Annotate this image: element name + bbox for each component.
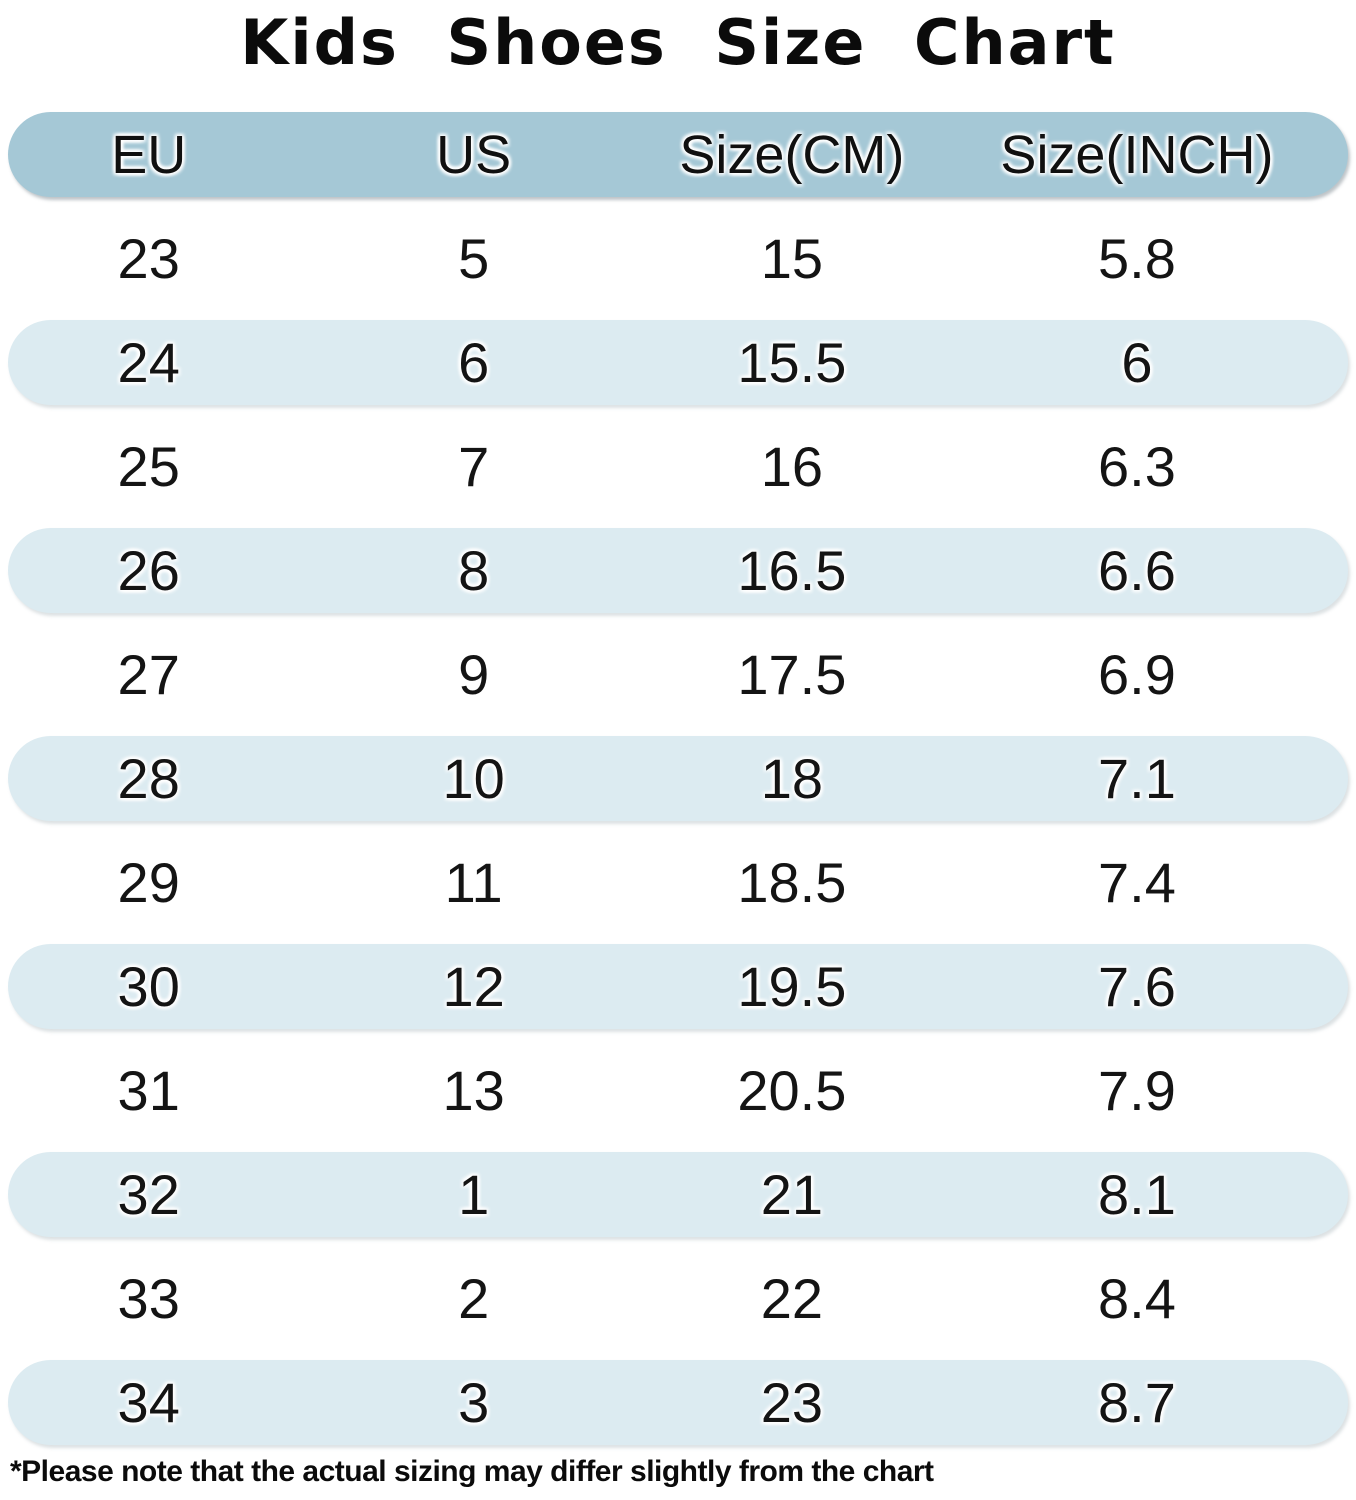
table-cell-cm: 20.5 — [737, 1059, 847, 1122]
table-row: 23 5 15 5.8 — [8, 216, 1348, 301]
table-cell-eu: 25 — [117, 435, 180, 498]
column-header-cm: Size(CM) — [679, 124, 905, 185]
table-cell-us: 10 — [442, 747, 505, 810]
column-header-inch: Size(INCH) — [1000, 124, 1274, 185]
table-cell-cm: 19.5 — [737, 955, 847, 1018]
table-row: 31 13 20.5 7.9 — [8, 1048, 1348, 1133]
table-cell-us: 1 — [458, 1163, 490, 1226]
table-cell-us: 6 — [458, 331, 490, 394]
table-cell-inch: 5.8 — [1098, 227, 1176, 290]
table-cell-cm: 18.5 — [737, 851, 847, 914]
table-header-row: EU US Size(CM) Size(INCH) — [8, 112, 1348, 197]
table-row: 34 3 23 8.7 — [8, 1360, 1348, 1445]
table-cell-cm: 15.5 — [737, 331, 847, 394]
table-cell-eu: 23 — [117, 227, 180, 290]
table-cell-us: 11 — [444, 851, 503, 914]
table-cell-inch: 8.4 — [1098, 1267, 1176, 1330]
table-cell-us: 8 — [458, 539, 490, 602]
footnote: *Please note that the actual sizing may … — [10, 1455, 934, 1488]
table-cell-us: 9 — [458, 643, 490, 706]
table-cell-inch: 8.7 — [1098, 1371, 1176, 1434]
table-cell-cm: 18 — [760, 747, 824, 810]
table-cell-us: 12 — [442, 955, 505, 1018]
table-cell-inch: 7.4 — [1098, 851, 1176, 914]
table-cell-eu: 34 — [117, 1371, 180, 1434]
table-row: 28 10 18 7.1 — [8, 736, 1348, 821]
table-cell-inch: 7.6 — [1098, 955, 1176, 1018]
column-header-eu: EU — [111, 124, 187, 185]
table-cell-cm: 17.5 — [737, 643, 847, 706]
table-cell-eu: 33 — [117, 1267, 180, 1330]
table-cell-eu: 31 — [117, 1059, 180, 1122]
table-cell-us: 3 — [458, 1371, 490, 1434]
table-row: 30 12 19.5 7.6 — [8, 944, 1348, 1029]
table-row: 24 6 15.5 6 — [8, 320, 1348, 405]
table-cell-cm: 21 — [760, 1163, 824, 1226]
size-table: EU US Size(CM) Size(INCH) 23 5 15 5.8 24… — [8, 112, 1348, 1464]
table-row: 27 9 17.5 6.9 — [8, 632, 1348, 717]
table-cell-us: 7 — [458, 435, 490, 498]
table-cell-eu: 32 — [117, 1163, 180, 1226]
table-cell-inch: 8.1 — [1098, 1163, 1176, 1226]
table-cell-cm: 22 — [760, 1267, 824, 1330]
page-title: Kids Shoes Size Chart — [240, 6, 1116, 79]
table-cell-cm: 15 — [760, 227, 824, 290]
table-cell-inch: 7.9 — [1098, 1059, 1176, 1122]
table-cell-inch: 6.6 — [1098, 539, 1176, 602]
table-cell-inch: 7.1 — [1098, 747, 1176, 810]
table-row: 26 8 16.5 6.6 — [8, 528, 1348, 613]
table-cell-cm: 16 — [760, 435, 824, 498]
table-cell-us: 13 — [442, 1059, 505, 1122]
table-cell-eu: 28 — [117, 747, 180, 810]
table-cell-eu: 27 — [117, 643, 180, 706]
table-row: 32 1 21 8.1 — [8, 1152, 1348, 1237]
table-cell-eu: 30 — [117, 955, 180, 1018]
column-header-us: US — [436, 124, 512, 185]
table-row: 25 7 16 6.3 — [8, 424, 1348, 509]
table-cell-cm: 16.5 — [737, 539, 847, 602]
table-cell-eu: 24 — [117, 331, 180, 394]
table-cell-us: 5 — [458, 227, 490, 290]
table-cell-eu: 29 — [117, 851, 180, 914]
table-cell-inch: 6.3 — [1098, 435, 1176, 498]
table-cell-inch: 6 — [1121, 331, 1153, 394]
table-row: 29 11 18.5 7.4 — [8, 840, 1348, 925]
table-row: 33 2 22 8.4 — [8, 1256, 1348, 1341]
table-cell-us: 2 — [458, 1267, 490, 1330]
table-cell-inch: 6.9 — [1098, 643, 1176, 706]
table-cell-cm: 23 — [760, 1371, 824, 1434]
table-cell-eu: 26 — [117, 539, 180, 602]
